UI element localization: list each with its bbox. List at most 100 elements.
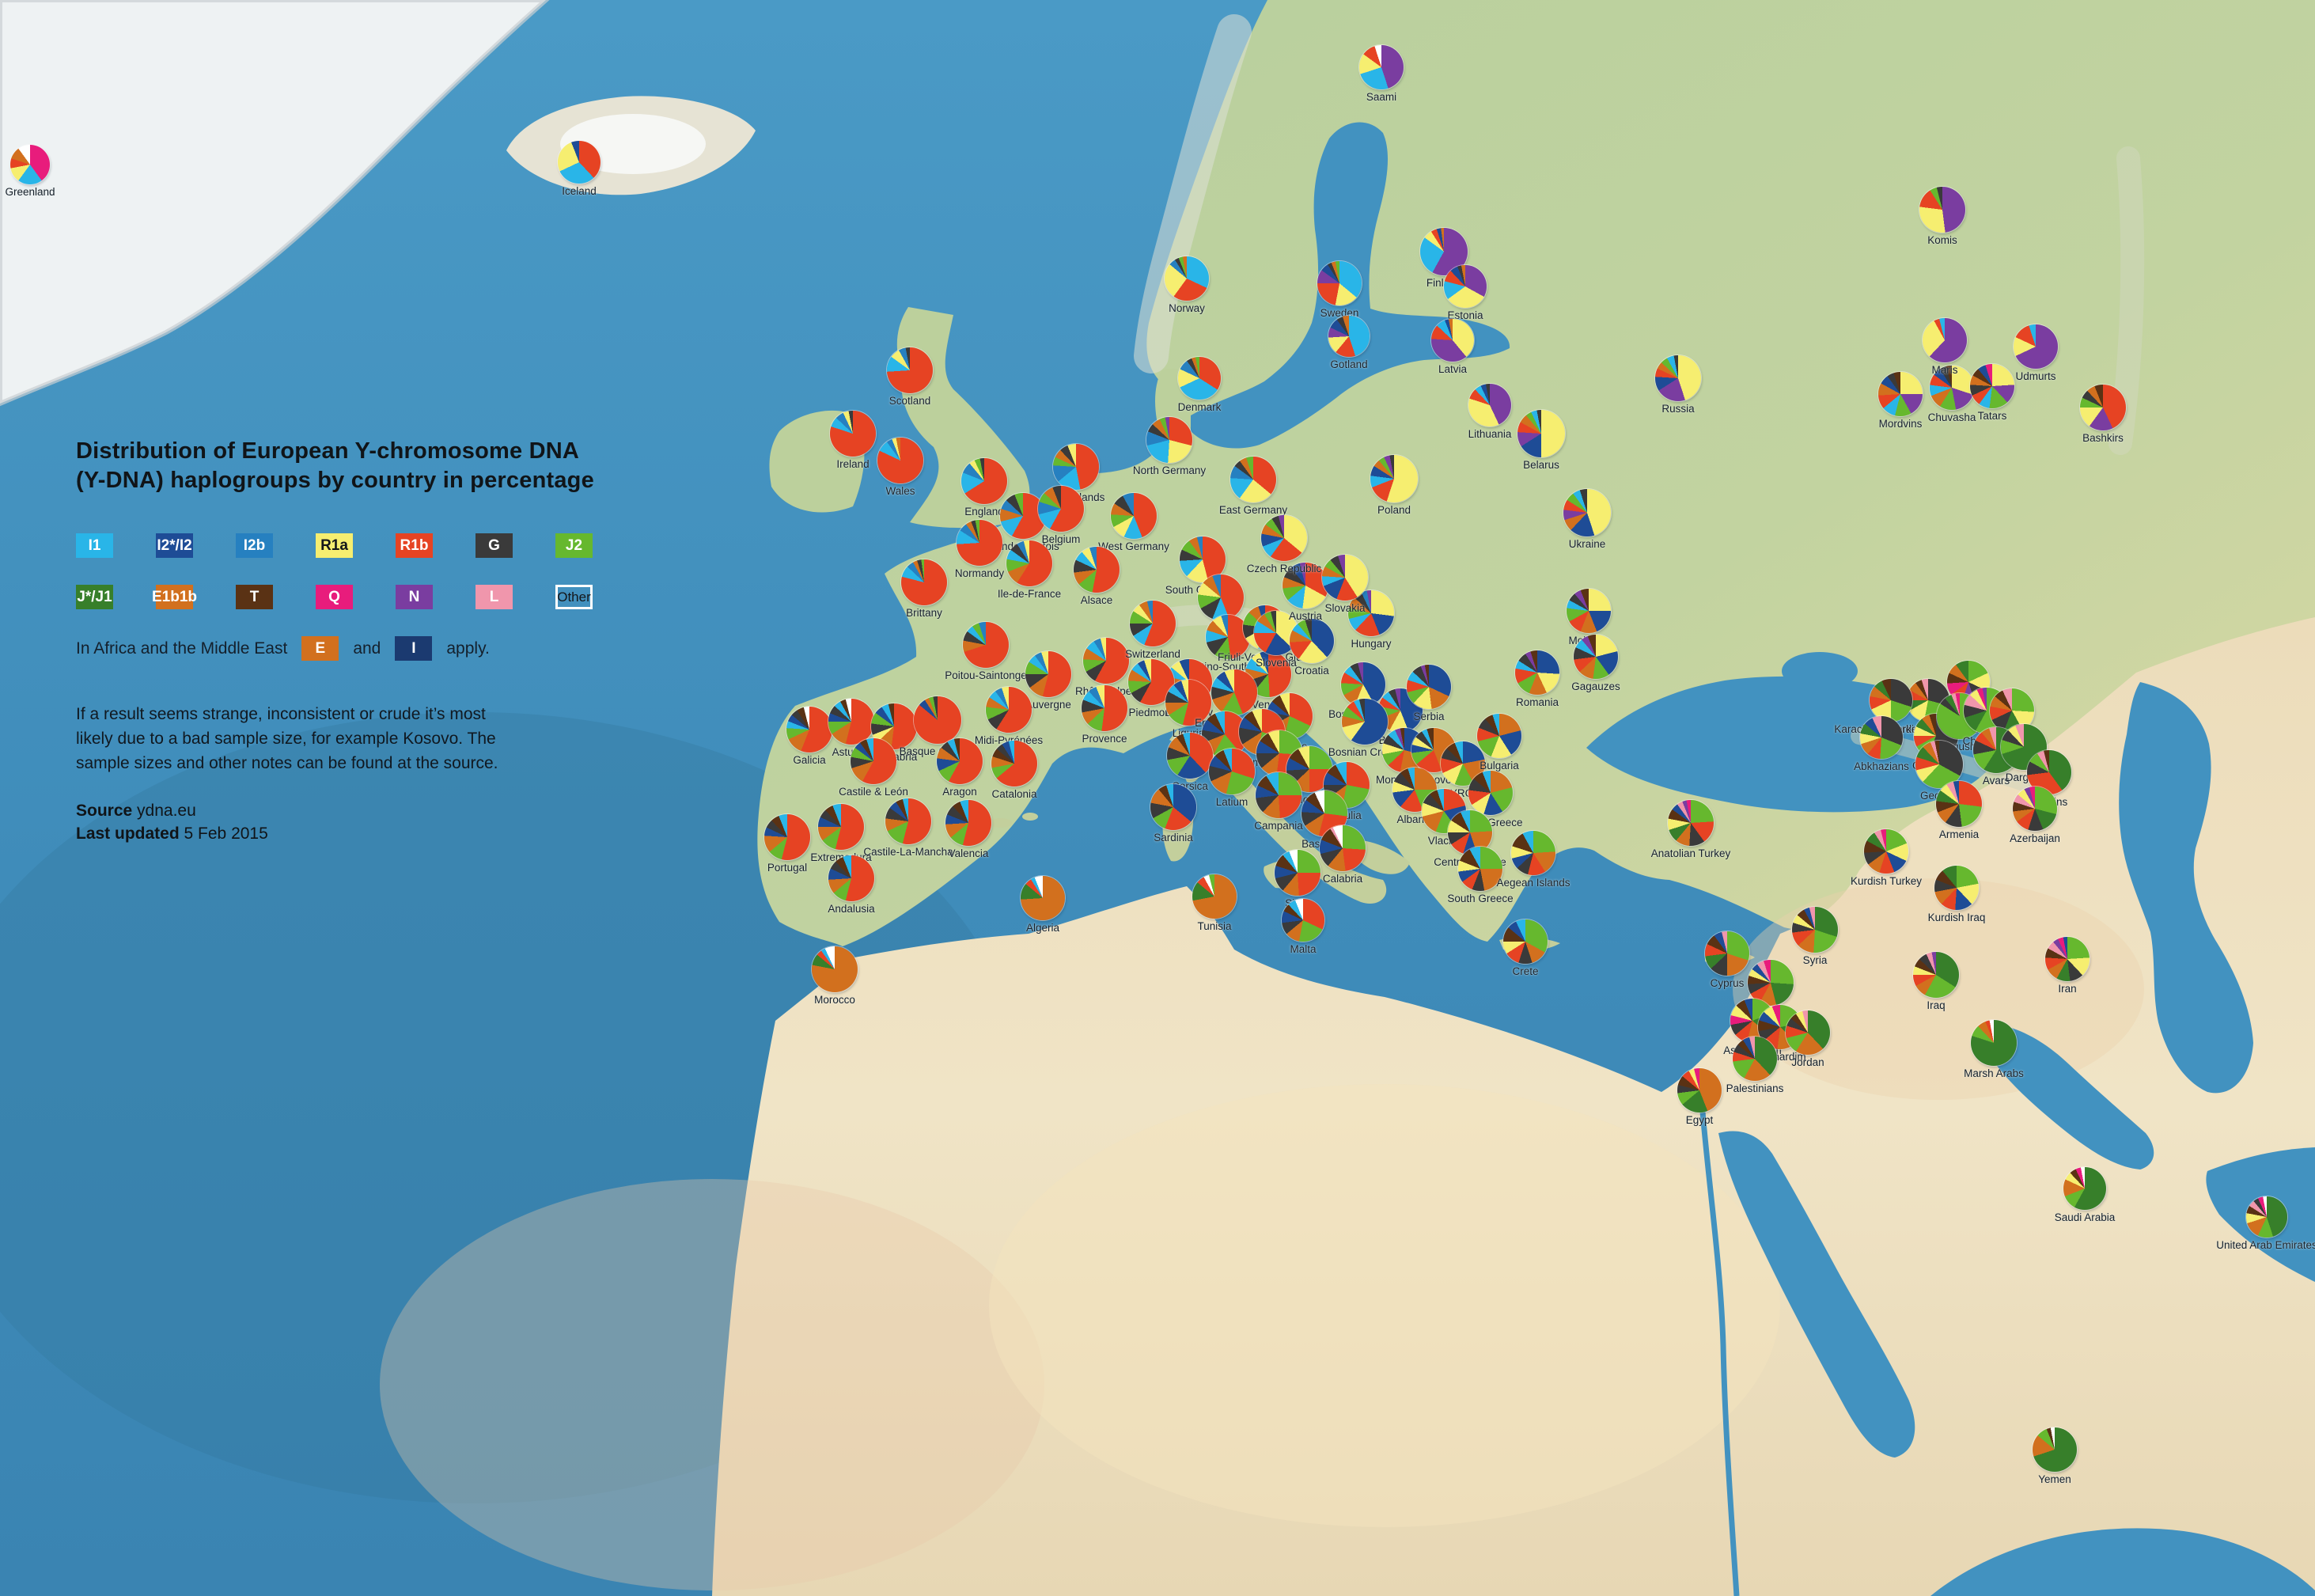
- pie-label-croatia: Croatia: [1294, 665, 1329, 677]
- pie-bashkirs: [2080, 385, 2126, 430]
- pie-label-abkhazians: Abkhazians: [1854, 760, 1909, 772]
- pie-label-galicia: Galicia: [793, 754, 826, 766]
- page-title: Distribution of European Y-chromosome DN…: [76, 438, 594, 493]
- pie-armenia: [1936, 781, 1982, 827]
- pie-label-slovenia: Slovenia: [1256, 657, 1297, 669]
- pie-yemen: [2033, 1427, 2077, 1472]
- pie-label-azerbaijan: Azerbaijan: [2010, 832, 2060, 844]
- pie-extremadura: [818, 804, 864, 850]
- pie-anatolian-turkey: [1668, 800, 1714, 846]
- pie-udmurts: [2014, 324, 2058, 369]
- pie-lebanon: [1748, 960, 1794, 1006]
- pie-label-hungary: Hungary: [1351, 638, 1392, 650]
- africa-note: In Africa and the Middle East E and I ap…: [76, 636, 677, 661]
- pie-north-greece: [1468, 771, 1513, 815]
- pie-sicily: [1275, 850, 1320, 896]
- legend-swatch-I2: I2*/I2: [156, 533, 193, 558]
- pie-england: [961, 458, 1007, 504]
- pie-switzerland: [1130, 601, 1176, 646]
- pie-russia: [1655, 355, 1701, 401]
- pie-brittany: [901, 559, 947, 605]
- pie-croatia: [1290, 619, 1334, 663]
- pie-label-poitou-saintonge: Poitou-Saintonge: [945, 669, 1027, 681]
- pie-greenland: [10, 145, 50, 184]
- pie-label-czech-republic: Czech Republic: [1246, 563, 1322, 574]
- pie-label-wales: Wales: [885, 485, 915, 497]
- source-label: Source: [76, 802, 133, 820]
- pie-hungary: [1348, 590, 1394, 636]
- pie-slovakia: [1322, 555, 1368, 601]
- pie-crete: [1503, 919, 1548, 964]
- pie-label-belgium: Belgium: [1041, 533, 1081, 545]
- pie-label-avars: Avars: [1982, 775, 2010, 787]
- pie-label-greenland: Greenland: [5, 186, 55, 198]
- pie-label-fyrom: FYROM: [1443, 787, 1483, 799]
- pie-emilia-romagna: [1211, 669, 1257, 715]
- pie-andalusia: [828, 855, 874, 901]
- pie-label-north-germany: North Germany: [1132, 464, 1207, 476]
- pie-label-belarus: Belarus: [1523, 459, 1559, 471]
- pie-label-saami: Saami: [1366, 91, 1397, 103]
- pie-west-germany: [1111, 493, 1157, 539]
- pie-label-portugal: Portugal: [767, 862, 808, 874]
- pie-bosnian-croats: [1342, 699, 1388, 745]
- pie-aegean-islands: [1511, 831, 1555, 875]
- legend-swatch-E: E1b1b: [152, 585, 197, 609]
- pie-label-latvia: Latvia: [1438, 363, 1468, 375]
- pie-gagauzes: [1574, 635, 1618, 679]
- pie-valencia: [945, 800, 991, 846]
- pie-label-marsh-arabs: Marsh Arabs: [1964, 1067, 2024, 1079]
- pie-portugal: [764, 814, 810, 860]
- pie-label-yemen: Yemen: [2038, 1473, 2071, 1485]
- pie-denmark: [1178, 357, 1221, 400]
- pie-iraq: [1913, 952, 1959, 998]
- disclaimer-text: If a result seems strange, inconsistent …: [76, 705, 498, 772]
- pie-label-komis: Komis: [1927, 234, 1957, 246]
- pie-ile-de-france: [1006, 540, 1052, 586]
- pie-jordan: [1786, 1010, 1830, 1055]
- pie-label-east-germany: East Germany: [1218, 504, 1288, 516]
- pie-saudi-arabia: [2063, 1167, 2106, 1210]
- pie-sardinia: [1150, 784, 1196, 830]
- legend-swatch-E: E: [301, 636, 339, 661]
- pie-poitou-saintonge: [963, 622, 1009, 668]
- pie-label-maris: Maris: [1931, 364, 1958, 376]
- pie-label-latium: Latium: [1215, 796, 1248, 808]
- pie-kurdish-turkey: [1864, 829, 1908, 874]
- pie-label-iceland: Iceland: [562, 185, 597, 197]
- pie-calabria: [1320, 825, 1366, 871]
- pie-label-kurdish-iraq: Kurdish Iraq: [1927, 912, 1986, 923]
- pie-label-alsace: Alsace: [1080, 594, 1113, 606]
- africa-note-apply: apply.: [446, 639, 490, 658]
- pie-tunisia: [1192, 874, 1237, 919]
- pie-alsace: [1074, 547, 1120, 593]
- pie-normandy: [957, 520, 1002, 566]
- pie-label-castile-le-n: Castile & León: [839, 786, 908, 798]
- pie-label-denmark: Denmark: [1177, 401, 1222, 413]
- pie-label-catalonia: Catalonia: [991, 788, 1037, 800]
- pie-label-crete: Crete: [1512, 965, 1539, 977]
- pie-azerbaijan: [2013, 787, 2057, 831]
- pie-austria: [1283, 563, 1328, 608]
- pie-midi-pyr-n-es: [986, 687, 1032, 733]
- pie-egypt: [1677, 1068, 1722, 1113]
- pie-moldova: [1567, 589, 1611, 633]
- pie-cyprus: [1705, 931, 1749, 976]
- pie-bulgaria: [1477, 714, 1521, 758]
- pie-label-iraq: Iraq: [1927, 999, 1946, 1011]
- pie-label-gotland: Gotland: [1330, 358, 1368, 370]
- pie-flanders-artois: [1000, 493, 1046, 539]
- pie-marsh-arabs: [1971, 1020, 2017, 1066]
- pie-label-brittany: Brittany: [906, 607, 942, 619]
- pie-palestinians: [1733, 1037, 1777, 1081]
- pie-georgia: [1915, 741, 1963, 788]
- pie-lithuania: [1468, 384, 1511, 426]
- pie-label-jordan: Jordan: [1791, 1056, 1824, 1068]
- pie-latvia: [1431, 319, 1474, 362]
- legend-swatch-T: T: [236, 585, 273, 609]
- pie-czech-republic: [1261, 515, 1307, 561]
- legend-swatch-L: L: [476, 585, 513, 609]
- pie-liguria: [1165, 680, 1211, 726]
- pie-label-sardinia: Sardinia: [1154, 832, 1193, 843]
- pie-label-switzerland: Switzerland: [1125, 648, 1180, 660]
